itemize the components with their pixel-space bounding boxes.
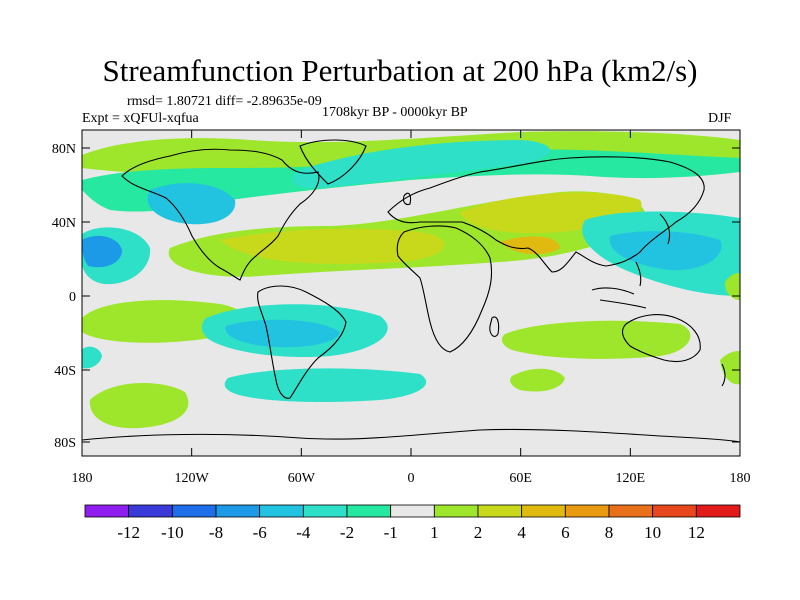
colorbar-label: -1 <box>384 523 398 542</box>
continent-greenland <box>299 139 367 185</box>
continent-eurasia <box>387 156 705 273</box>
continent-australia <box>621 314 701 363</box>
colorbar-swatch <box>84 504 130 518</box>
colorbar-swatch <box>695 504 741 518</box>
colorbar-label: -6 <box>253 523 267 542</box>
region-negative-atlantic-north <box>292 140 550 189</box>
island-uk <box>402 192 412 206</box>
longitude-axis: 180 120W 60W 0 60E 120E 180 <box>72 130 751 486</box>
colorbar-swatch <box>477 504 523 518</box>
colorbar-swatch <box>215 504 261 518</box>
colorbar-swatch <box>564 504 610 518</box>
experiment-label: Expt = xQFUl-xqfua <box>82 111 199 126</box>
colorbar-swatch <box>171 504 217 518</box>
stats-label: rmsd= 1.80721 diff= -2.89635e-09 <box>127 94 322 109</box>
region-positive-east-edge <box>724 272 740 300</box>
coastlines <box>82 139 740 443</box>
region-positive-edge <box>720 350 740 385</box>
colorbar-swatch <box>302 504 348 518</box>
colorbar-label: 12 <box>688 523 705 542</box>
island-japan <box>659 213 671 245</box>
colorbar-swatch <box>433 504 479 518</box>
region-positive-indianocean <box>501 320 691 359</box>
island-new-zealand <box>721 363 726 387</box>
continent-south-america <box>257 285 347 399</box>
lon-tick-label: 60E <box>509 471 532 486</box>
lat-tick-label: 0 <box>69 290 76 305</box>
season-label: DJF <box>708 111 732 126</box>
colorbar-swatch <box>608 504 654 518</box>
colorbar-swatch <box>390 504 435 518</box>
colorbar-swatch <box>346 504 392 518</box>
colorbar-label: 10 <box>644 523 661 542</box>
lon-tick-label: 0 <box>408 471 415 486</box>
region-positive-india <box>500 236 560 255</box>
continent-north-america <box>121 148 320 281</box>
colorbar-label: -2 <box>340 523 354 542</box>
lat-tick-label: 40N <box>52 216 76 231</box>
colorbar-swatch <box>521 504 566 518</box>
region-negative-eastpacific-core <box>82 235 122 268</box>
colorbar-label: -4 <box>296 523 311 542</box>
region-positive-south-indian <box>510 368 565 392</box>
region-negative-pacific-north <box>147 183 236 225</box>
map-title: Streamfunction Perturbation at 200 hPa (… <box>102 53 698 88</box>
lat-tick-label: 80S <box>54 436 76 451</box>
colorbar-swatch <box>652 504 697 518</box>
region-negative-southern-ocean <box>224 368 427 402</box>
lon-tick-label: 180 <box>72 471 93 486</box>
lon-tick-label: 60W <box>288 471 316 486</box>
colorbar-label: -10 <box>161 523 184 542</box>
colorbar: -12 -10 -8 -6 -4 -2 -1 1 2 4 6 8 10 12 <box>84 504 741 542</box>
lon-tick-label: 120W <box>175 471 210 486</box>
period-label: 1708kyr BP - 0000kyr BP <box>322 105 468 120</box>
lat-tick-label: 80N <box>52 142 76 157</box>
colorbar-label: 2 <box>474 523 483 542</box>
region-negative-west-edge <box>82 346 102 369</box>
region-positive-southwest <box>89 382 189 429</box>
colorbar-swatch <box>259 504 304 518</box>
island-madagascar <box>489 316 500 337</box>
continent-antarctica <box>82 428 740 443</box>
colorbar-swatch <box>128 504 173 518</box>
colorbar-label: 6 <box>561 523 570 542</box>
colorbar-label: 1 <box>430 523 439 542</box>
colorbar-label: -12 <box>117 523 140 542</box>
colorbar-label: 8 <box>605 523 614 542</box>
colorbar-label: -8 <box>209 523 223 542</box>
region-negative-southatlantic-core <box>225 319 340 348</box>
lon-tick-label: 180 <box>730 471 751 486</box>
contour-field <box>82 130 740 456</box>
lon-tick-label: 120E <box>616 471 646 486</box>
region-negative-north-band <box>82 149 740 212</box>
islands-maritime <box>591 261 647 309</box>
continent-africa <box>396 225 493 353</box>
latitude-axis: 80N 40N 0 40S 80S <box>52 142 740 451</box>
colorbar-label: 4 <box>517 523 526 542</box>
region-negative-westpacific-core <box>609 231 722 271</box>
lat-tick-label: 40S <box>54 364 76 379</box>
